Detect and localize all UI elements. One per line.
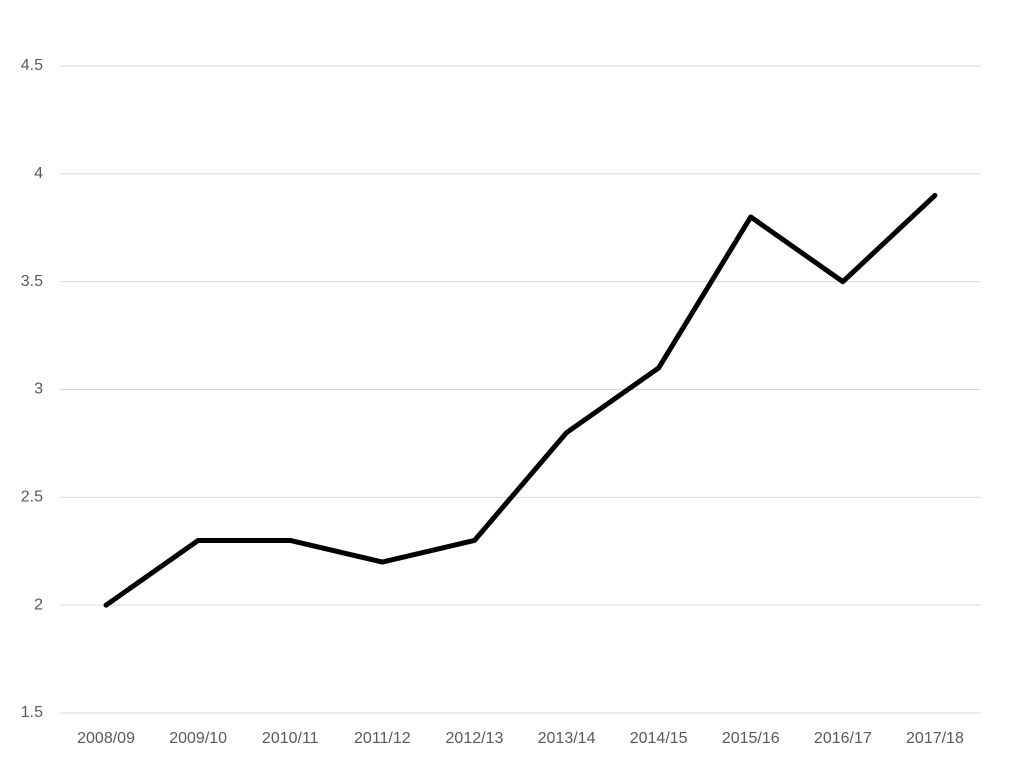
y-tick-label: 3.5 <box>21 273 43 290</box>
x-tick-label: 2011/12 <box>354 730 411 747</box>
x-tick-label: 2009/10 <box>169 730 227 747</box>
y-tick-label: 4 <box>34 165 43 182</box>
y-tick-label: 2.5 <box>21 489 43 506</box>
x-tick-label: 2010/11 <box>262 730 319 747</box>
y-tick-label: 3 <box>34 381 43 398</box>
y-tick-label: 4.5 <box>21 57 43 74</box>
x-tick-label: 2013/14 <box>538 730 596 747</box>
data-line <box>103 192 938 608</box>
x-tick-label: 2012/13 <box>446 730 504 747</box>
x-tick-label: 2017/18 <box>906 730 964 747</box>
y-tick-label: 2 <box>34 596 43 613</box>
x-tick-label: 2016/17 <box>814 730 872 747</box>
x-tick-label: 2014/15 <box>630 730 688 747</box>
x-tick-label: 2008/09 <box>77 730 135 747</box>
y-tick-label: 1.5 <box>21 704 43 721</box>
x-tick-label: 2015/16 <box>722 730 780 747</box>
